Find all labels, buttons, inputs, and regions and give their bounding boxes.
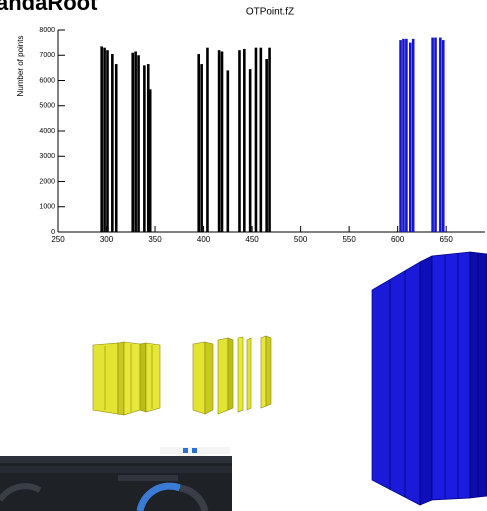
page: andaRoot OTPoint.fZ Number of points — [0, 0, 487, 511]
bar — [221, 51, 224, 232]
slide: andaRoot OTPoint.fZ Number of points — [0, 0, 487, 511]
bar — [260, 48, 263, 232]
bar — [399, 40, 402, 232]
bar — [412, 39, 415, 232]
y-tick-label: 3000 — [39, 153, 55, 160]
bar — [442, 40, 445, 232]
bar — [249, 69, 252, 232]
y-axis-label: Number of points — [16, 36, 25, 97]
bar — [265, 59, 268, 232]
bar — [402, 39, 405, 232]
bar — [227, 70, 230, 232]
chart-title: OTPoint.fZ — [246, 7, 294, 18]
bar — [405, 39, 408, 232]
bar — [434, 38, 437, 232]
x-tick-label: 450 — [245, 235, 259, 244]
bar — [143, 65, 146, 232]
x-tick-label: 600 — [391, 235, 405, 244]
bar — [149, 89, 152, 232]
x-tick-label: 300 — [100, 235, 114, 244]
bar — [243, 49, 246, 232]
bar — [197, 54, 200, 232]
y-tick-label: 5000 — [39, 103, 55, 110]
yellow-render-right — [193, 336, 271, 414]
bar — [115, 64, 118, 232]
bar — [137, 55, 140, 232]
bar — [134, 51, 137, 232]
y-tick-label: 1000 — [39, 204, 55, 211]
x-tick-label: 250 — [51, 235, 65, 244]
ui-thumbnail — [0, 456, 232, 511]
bar — [200, 64, 203, 232]
bar — [131, 53, 134, 232]
x-tick-label: 500 — [294, 235, 308, 244]
bar — [268, 48, 271, 232]
y-tick-label: 7000 — [39, 52, 55, 59]
y-tick-label: 8000 — [39, 27, 55, 34]
ui-toolbar — [160, 447, 230, 454]
y-tick-label: 6000 — [39, 77, 55, 84]
slide-title: andaRoot — [0, 0, 98, 15]
blue-render — [372, 252, 487, 505]
bar — [439, 38, 442, 232]
bar — [255, 48, 258, 232]
x-tick-label: 550 — [342, 235, 356, 244]
yellow-render-left — [93, 342, 160, 415]
bar — [106, 50, 109, 232]
y-tick-label: 2000 — [39, 178, 55, 185]
bar — [218, 50, 221, 232]
bar — [431, 38, 434, 232]
bar — [409, 43, 412, 232]
x-tick-label: 650 — [440, 235, 454, 244]
x-tick-label: 350 — [148, 235, 162, 244]
x-tick-label: 400 — [197, 235, 211, 244]
y-tick-label: 4000 — [39, 128, 55, 135]
bar — [100, 46, 103, 232]
bar — [206, 48, 209, 232]
bar — [238, 50, 241, 232]
bar — [111, 54, 114, 232]
bar — [103, 48, 106, 232]
